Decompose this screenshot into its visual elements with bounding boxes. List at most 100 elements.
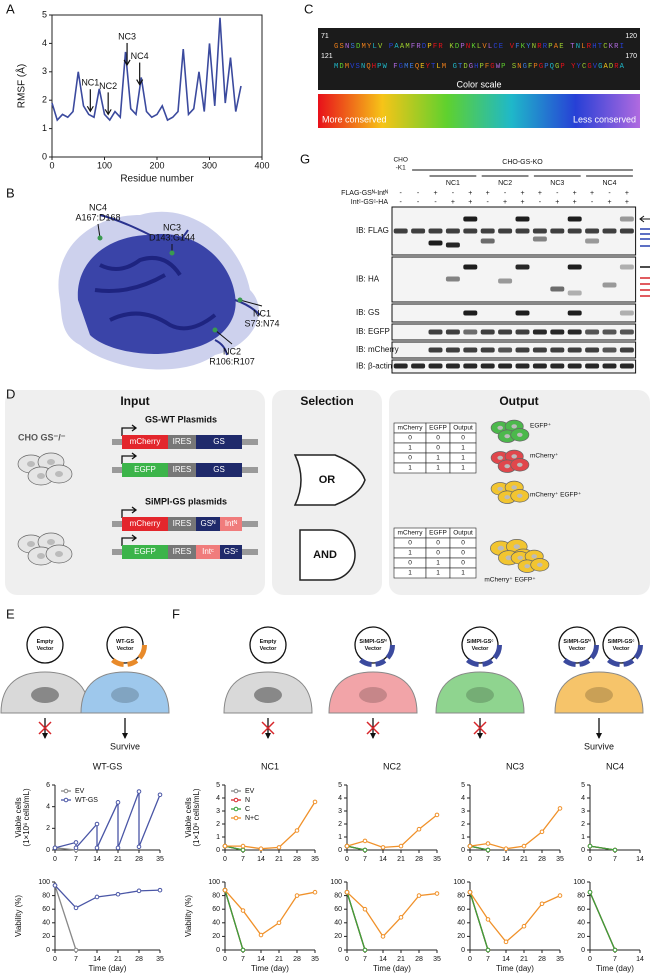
legend-label: WT-GS (75, 797, 98, 804)
cassette-part (122, 435, 168, 449)
annotation: NC2 (99, 81, 117, 91)
y-tick-label: 4 (581, 795, 585, 802)
nucleus (504, 495, 511, 500)
chart-title: NC4 (606, 761, 624, 771)
death-mark (473, 721, 487, 735)
table-text: 0 (436, 445, 440, 452)
data-point (73, 947, 79, 953)
series-line (54, 885, 77, 951)
nucleus (47, 459, 55, 465)
band (532, 329, 547, 335)
table-text: 0 (436, 540, 440, 547)
nucleus (47, 539, 55, 545)
output-label: mCherry⁺ EGFP⁺ (530, 492, 582, 499)
cassette-part (122, 517, 168, 531)
sign: + (520, 190, 524, 197)
x-tick-label: 35 (433, 956, 441, 963)
output-label: mCherry⁺ (530, 453, 559, 460)
scale-high: Less conserved (573, 114, 636, 124)
band (602, 363, 617, 369)
nucleus (537, 562, 543, 567)
panel-label: D (6, 386, 15, 401)
y-tick-label: 0 (461, 947, 465, 954)
cassette-part (220, 545, 242, 559)
sign: - (608, 190, 611, 197)
sign: - (400, 199, 403, 206)
table-text: 1 (408, 570, 412, 577)
band (532, 347, 547, 353)
panel-label: A (6, 1, 15, 16)
site-marker (169, 250, 175, 256)
table-text: 1 (461, 570, 465, 577)
band (585, 228, 600, 234)
x-tick-label: 21 (275, 856, 283, 863)
nucleus (505, 555, 512, 561)
x-tick-label: 7 (74, 956, 78, 963)
nucleus (511, 454, 517, 459)
y-tick-label: 40 (577, 920, 585, 927)
series-line (346, 845, 366, 851)
output-label: mCherry⁺ EGFP⁺ (484, 577, 536, 584)
y-tick-label: 60 (212, 906, 220, 913)
chart-title: NC3 (506, 761, 524, 771)
cell-dome (435, 671, 525, 714)
x-tick-label: 400 (254, 160, 269, 170)
sign: - (417, 199, 420, 206)
site-name: NC2 (223, 346, 241, 356)
sign: - (539, 199, 542, 206)
data-point (434, 891, 440, 896)
band (480, 363, 495, 369)
data-point (94, 894, 100, 900)
nucleus (27, 541, 35, 547)
vector-genes (103, 623, 147, 667)
table-text: 0 (461, 560, 465, 567)
cell-nucleus (31, 687, 59, 703)
nucleus (524, 564, 530, 569)
site-marker (212, 327, 218, 333)
data-point (503, 939, 509, 945)
arrow-head (136, 79, 144, 86)
x-tick-label: 7 (486, 956, 490, 963)
y-tick-label: 0 (338, 847, 342, 854)
band (515, 310, 530, 316)
table-text: 1 (436, 560, 440, 567)
y-tick-label: 80 (42, 892, 50, 899)
table-text: 0 (408, 540, 412, 547)
table-text: mCherry (398, 530, 424, 537)
table-text: 1 (461, 455, 465, 462)
x-tick-label: 7 (486, 856, 490, 863)
data-point (503, 846, 509, 852)
part-label: EGFP (134, 547, 156, 556)
nucleus (497, 425, 504, 430)
series-line (54, 847, 77, 851)
band (411, 363, 426, 369)
band (445, 276, 460, 282)
sign: + (486, 190, 490, 197)
annotation: NC3 (118, 31, 136, 41)
y-tick-label: 100 (453, 879, 465, 886)
data-point (612, 847, 618, 853)
x-tick-label: 35 (311, 956, 319, 963)
data-point (115, 800, 121, 805)
data-point (485, 917, 491, 922)
x-axis-label: Time (day) (373, 964, 411, 973)
y-tick-label: 20 (457, 933, 465, 940)
death-mark (261, 721, 275, 735)
sign: + (573, 199, 577, 206)
data-point (362, 906, 368, 912)
data-point (52, 845, 58, 851)
band (550, 347, 565, 353)
cassette-part (220, 517, 242, 531)
y-tick-label: 5 (461, 782, 465, 789)
x-axis-label: Time (day) (89, 964, 127, 973)
arrow-head (104, 109, 112, 116)
y-tick-label: 20 (42, 933, 50, 940)
band (532, 228, 547, 234)
data-point (73, 840, 79, 845)
data-point (380, 934, 386, 939)
data-point (115, 891, 121, 897)
data-point (73, 845, 79, 851)
cell-nucleus (585, 687, 613, 703)
vector-genes (555, 623, 599, 667)
band (585, 347, 600, 353)
